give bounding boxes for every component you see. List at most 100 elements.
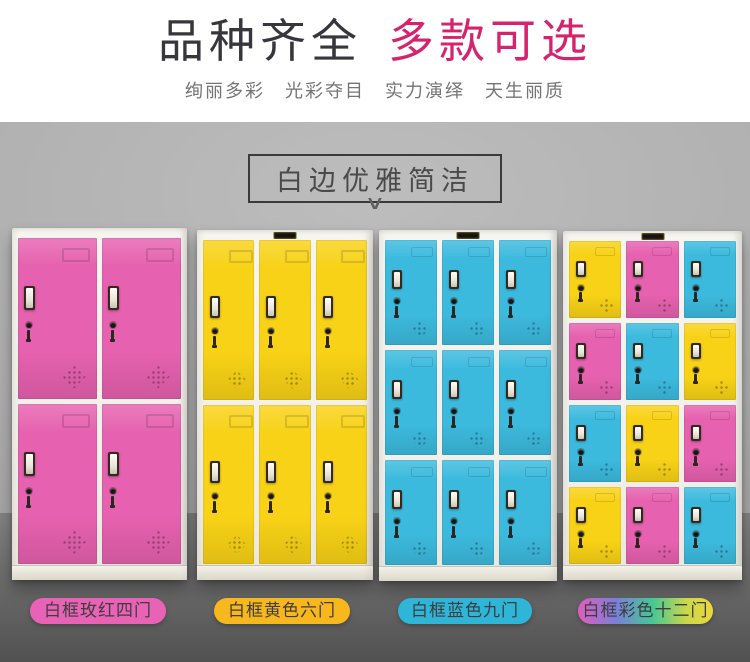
locker-door-yellow	[259, 240, 311, 400]
card-slot-emboss	[228, 414, 253, 428]
door-handle-icon	[322, 296, 333, 318]
door-vent-icon	[412, 431, 429, 448]
card-slot-emboss	[468, 247, 490, 257]
card-slot-emboss	[411, 357, 433, 367]
title-accent: 多款可选	[388, 15, 592, 67]
door-lock-icon	[324, 492, 331, 499]
locker-door-blue	[683, 487, 736, 564]
door-lock-icon	[578, 531, 584, 537]
locker-door-yellow	[683, 323, 736, 400]
locker-door-yellow	[315, 240, 367, 400]
door-handle-icon	[266, 296, 277, 318]
brand-plate	[273, 232, 297, 239]
door-key-icon	[578, 456, 583, 466]
door-handle-icon	[24, 286, 35, 310]
door-handle-icon	[506, 380, 516, 399]
door-lock-icon	[635, 367, 642, 373]
locker-door-blue	[499, 350, 551, 455]
door-key-icon	[635, 456, 641, 466]
door-vent-icon	[656, 298, 672, 313]
locker-door-blue	[442, 240, 494, 345]
door-handle-icon	[210, 296, 220, 318]
door-vent-icon	[412, 321, 429, 338]
card-slot-emboss	[146, 413, 175, 428]
door-key-icon	[692, 538, 698, 548]
card-slot-emboss	[709, 493, 730, 502]
door-vent-icon	[713, 544, 729, 559]
locker-base	[563, 565, 742, 580]
door-lock-icon	[212, 328, 218, 334]
locker-blue-nine-door	[379, 230, 557, 581]
card-slot-emboss	[146, 248, 175, 262]
locker-door-yellow	[626, 405, 679, 482]
door-lock-icon	[578, 367, 584, 373]
locker-door-blue	[385, 460, 437, 565]
locker-door-yellow	[569, 487, 622, 564]
door-vent-icon	[526, 321, 543, 338]
door-lock-icon	[394, 298, 400, 304]
locker-door-yellow	[203, 404, 255, 564]
card-slot-emboss	[468, 467, 490, 477]
card-slot-emboss	[595, 411, 616, 420]
door-vent-icon	[146, 364, 170, 389]
door-grid	[385, 240, 551, 565]
door-lock-icon	[324, 328, 331, 334]
door-grid	[203, 240, 367, 564]
door-key-icon	[212, 336, 217, 348]
door-lock-icon	[26, 322, 32, 328]
title-primary: 品种齐全	[158, 15, 362, 67]
door-lock-icon	[394, 408, 400, 414]
door-handle-icon	[690, 425, 701, 441]
card-slot-emboss	[595, 247, 616, 256]
door-key-icon	[692, 456, 698, 466]
locker-door-yellow	[315, 404, 367, 564]
door-vent-icon	[412, 541, 429, 558]
door-vent-icon	[526, 431, 543, 448]
door-vent-icon	[469, 321, 486, 338]
door-handle-icon	[449, 490, 459, 509]
door-handle-icon	[633, 507, 644, 523]
door-handle-icon	[108, 451, 119, 476]
locker-base	[379, 566, 557, 581]
label-yellow-six-door: 白框黄色六门	[214, 598, 350, 624]
door-lock-icon	[508, 518, 514, 524]
card-slot-emboss	[595, 329, 616, 338]
door-vent-icon	[62, 530, 86, 554]
door-vent-icon	[469, 541, 486, 558]
door-lock-icon	[578, 449, 584, 455]
door-key-icon	[508, 416, 513, 428]
door-key-icon	[451, 526, 456, 538]
door-lock-icon	[508, 408, 514, 414]
card-slot-emboss	[709, 329, 730, 338]
door-vent-icon	[227, 535, 247, 554]
door-vent-icon	[526, 541, 543, 558]
locker-door-yellow	[259, 404, 311, 564]
door-key-icon	[394, 306, 399, 318]
door-handle-icon	[690, 507, 701, 523]
door-key-icon	[635, 538, 641, 548]
door-key-icon	[110, 330, 115, 342]
locker-door-blue	[626, 323, 679, 400]
door-vent-icon	[713, 462, 729, 477]
door-handle-icon	[392, 270, 402, 289]
door-key-icon	[324, 336, 330, 348]
door-key-icon	[26, 495, 31, 508]
locker-door-pink	[569, 323, 622, 400]
door-lock-icon	[578, 285, 584, 291]
door-key-icon	[212, 500, 217, 513]
door-vent-icon	[469, 431, 486, 448]
card-slot-emboss	[595, 493, 616, 502]
door-key-icon	[110, 495, 115, 508]
door-key-icon	[268, 500, 274, 513]
door-handle-icon	[449, 380, 459, 399]
door-key-icon	[578, 538, 583, 548]
door-vent-icon	[656, 380, 672, 395]
door-lock-icon	[110, 487, 116, 494]
door-vent-icon	[656, 462, 672, 477]
subtitle: 绚丽多彩 光彩夺目 实力演绎 天生丽质	[185, 80, 565, 101]
card-slot-emboss	[525, 357, 547, 367]
door-handle-icon	[633, 425, 644, 441]
section-title-box: 白边优雅简洁	[248, 154, 502, 203]
door-handle-icon	[108, 286, 119, 310]
